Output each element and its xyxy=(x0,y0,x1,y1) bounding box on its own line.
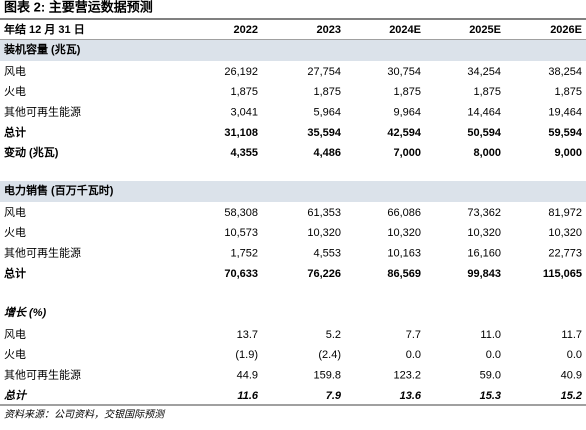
cell-value: 11.6 xyxy=(237,390,258,402)
cell-value: 10,163 xyxy=(387,248,421,260)
row-label: 总计 xyxy=(4,125,26,139)
cell-value: 76,226 xyxy=(307,268,341,280)
cell-value: 115,065 xyxy=(543,268,582,280)
cell-value: 31,108 xyxy=(224,127,258,139)
cell-value: 4,486 xyxy=(313,147,341,159)
column-header: 2025E xyxy=(469,24,501,36)
cell-value: 0.0 xyxy=(486,349,501,361)
row-label: 变动 (兆瓦) xyxy=(4,145,59,159)
row-label: 总计 xyxy=(4,266,26,280)
section-title: 电力销售 (百万千瓦时) xyxy=(4,183,114,197)
section-band xyxy=(0,181,586,202)
row-label: 其他可再生能源 xyxy=(4,105,81,119)
cell-value: 34,254 xyxy=(467,66,501,78)
cell-value: 13.6 xyxy=(400,390,422,402)
cell-value: 1,752 xyxy=(230,248,258,260)
column-header: 2023 xyxy=(317,24,341,36)
source-note: 资料来源：公司资料，交银国际预测 xyxy=(4,409,166,421)
cell-value: (1.9) xyxy=(235,349,258,361)
row-label: 风电 xyxy=(4,65,26,78)
cell-value: 70,633 xyxy=(224,268,258,280)
column-header: 2024E xyxy=(389,24,421,36)
cell-value: 10,320 xyxy=(387,227,421,239)
cell-value: 0.0 xyxy=(567,349,582,361)
cell-value: 15.2 xyxy=(561,390,582,402)
row-label: 风电 xyxy=(4,206,26,219)
cell-value: 26,192 xyxy=(224,66,258,78)
cell-value: 0.0 xyxy=(406,349,421,361)
cell-value: 11.0 xyxy=(480,329,501,341)
cell-value: 9,964 xyxy=(393,107,421,119)
row-label: 总计 xyxy=(4,389,28,402)
row-label: 火电 xyxy=(4,348,26,361)
cell-value: 66,086 xyxy=(387,207,421,219)
cell-value: 123.2 xyxy=(393,370,421,382)
cell-value: 35,594 xyxy=(307,127,342,139)
row-label: 火电 xyxy=(4,226,26,239)
cell-value: 13.7 xyxy=(237,329,258,341)
cell-value: 22,773 xyxy=(548,248,582,260)
cell-value: 10,320 xyxy=(307,227,341,239)
cell-value: 7.9 xyxy=(326,390,342,402)
cell-value: 15.3 xyxy=(480,390,501,402)
section-title: 增长 (%) xyxy=(4,306,46,319)
cell-value: 1,875 xyxy=(230,86,258,98)
cell-value: 14,464 xyxy=(467,107,501,119)
cell-value: 44.9 xyxy=(237,370,258,382)
cell-value: 9,000 xyxy=(554,147,582,159)
cell-value: 42,594 xyxy=(387,127,422,139)
cell-value: 61,353 xyxy=(307,207,341,219)
cell-value: 40.9 xyxy=(561,370,582,382)
cell-value: 159.8 xyxy=(313,370,341,382)
column-header: 2022 xyxy=(234,24,258,36)
cell-value: 4,355 xyxy=(230,147,258,159)
cell-value: 81,972 xyxy=(548,207,582,219)
cell-value: 59.0 xyxy=(480,370,501,382)
cell-value: 8,000 xyxy=(473,147,501,159)
cell-value: 10,320 xyxy=(467,227,501,239)
cell-value: 99,843 xyxy=(467,268,501,280)
cell-value: 73,362 xyxy=(467,207,501,219)
cell-value: 4,553 xyxy=(313,248,341,260)
row-label: 其他可再生能源 xyxy=(4,246,81,260)
cell-value: 5,964 xyxy=(313,107,341,119)
cell-value: 1,875 xyxy=(393,86,421,98)
cell-value: 58,308 xyxy=(224,207,258,219)
header-label: 年结 12 月 31 日 xyxy=(4,22,85,36)
cell-value: 11.7 xyxy=(561,329,582,341)
cell-value: 19,464 xyxy=(548,107,582,119)
cell-value: 10,573 xyxy=(224,227,258,239)
cell-value: 38,254 xyxy=(548,66,582,78)
cell-value: (2.4) xyxy=(318,349,341,361)
section-band xyxy=(0,40,586,61)
cell-value: 86,569 xyxy=(387,268,421,280)
section-title: 装机容量 (兆瓦) xyxy=(3,42,81,56)
table-title: 图表 2: 主要营运数据预测 xyxy=(4,0,153,14)
cell-value: 5.2 xyxy=(326,329,341,341)
row-label: 其他可再生能源 xyxy=(4,368,81,382)
cell-value: 16,160 xyxy=(467,248,501,260)
cell-value: 1,875 xyxy=(554,86,582,98)
cell-value: 27,754 xyxy=(307,66,341,78)
cell-value: 10,320 xyxy=(548,227,582,239)
cell-value: 59,594 xyxy=(548,127,583,139)
row-label: 火电 xyxy=(4,85,26,98)
cell-value: 3,041 xyxy=(230,107,258,119)
cell-value: 7,000 xyxy=(393,147,421,159)
cell-value: 7.7 xyxy=(406,329,421,341)
cell-value: 50,594 xyxy=(467,127,502,139)
cell-value: 1,875 xyxy=(313,86,341,98)
cell-value: 30,754 xyxy=(387,66,421,78)
row-label: 风电 xyxy=(4,328,26,341)
column-header: 2026E xyxy=(550,24,582,36)
cell-value: 1,875 xyxy=(473,86,501,98)
